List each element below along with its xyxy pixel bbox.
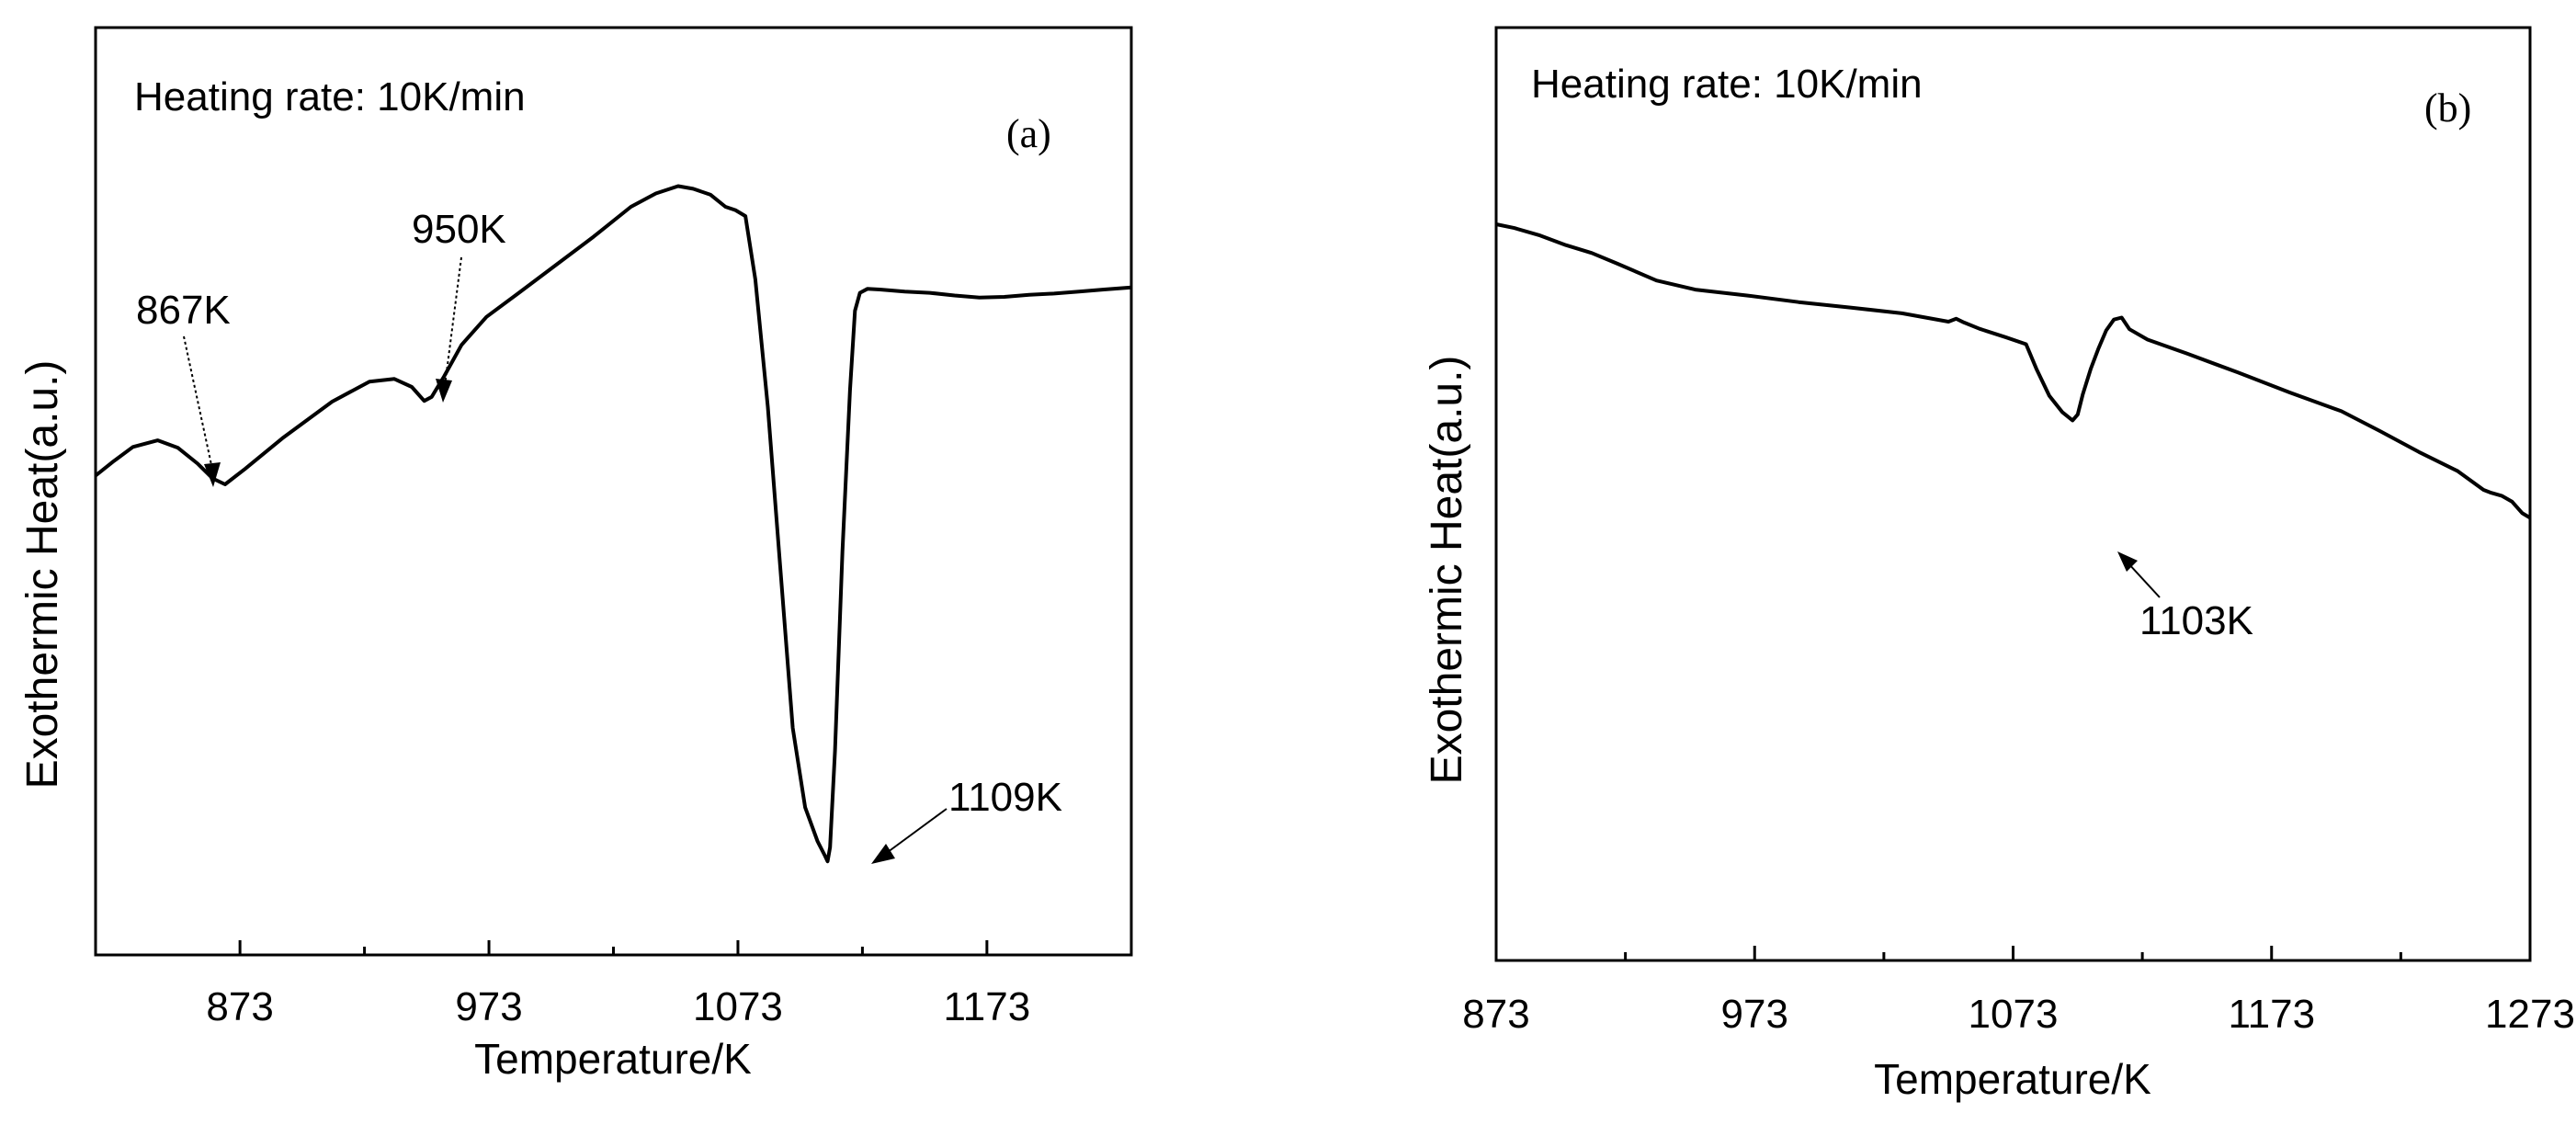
x-tick-label-b-873: 873 xyxy=(1462,992,1529,1037)
x-tick-label-b-973: 973 xyxy=(1721,992,1788,1037)
annotation-1103k-arrowhead xyxy=(2117,551,2138,572)
x-tick-label-b-1073: 1073 xyxy=(1969,992,2059,1037)
annotation-867k-arrow xyxy=(183,335,214,474)
x-tick-label-a-973: 973 xyxy=(455,984,522,1029)
annotation-950k-arrow xyxy=(444,256,462,387)
annotation-1103k-arrow xyxy=(2127,562,2161,598)
y-axis-label-a: Exothermic Heat(a.u.) xyxy=(18,360,67,790)
annotation-950k-arrowhead xyxy=(436,379,452,403)
dsc-curve-a xyxy=(94,184,1132,864)
x-axis-label-a: Temperature/K xyxy=(474,1035,752,1083)
chart-panel-b: 873 973 1073 1173 1273 Heating rate: 10K/min… xyxy=(1423,26,2575,1103)
x-ticks-a xyxy=(238,940,989,955)
dsc-curve-b xyxy=(1495,222,2532,520)
panel-label-b: (b) xyxy=(2424,85,2471,131)
annotation-1109k-arrowhead xyxy=(871,844,895,864)
x-tick-label-a-1173: 1173 xyxy=(944,984,1031,1029)
x-tick-label-a-873: 873 xyxy=(206,984,273,1029)
x-ticks-b xyxy=(1494,946,2532,960)
plot-frame-b xyxy=(1494,26,2532,962)
x-tick-labels-a: 873 973 1073 1173 xyxy=(206,984,1030,1029)
annotation-867k-arrowhead xyxy=(204,462,221,487)
chart-panel-a: 873 973 1073 1173 Heating rate: 10K/min (a)… xyxy=(18,26,1133,1083)
x-tick-labels-b: 873 973 1073 1173 1273 xyxy=(1462,992,2575,1037)
x-tick-label-a-1073: 1073 xyxy=(693,984,783,1029)
annotation-1109k: 1109K xyxy=(948,775,1062,820)
x-tick-label-b-1173: 1173 xyxy=(2228,992,2315,1037)
annotation-1109k-arrow xyxy=(883,808,948,856)
annotation-950k: 950K xyxy=(412,207,506,252)
heating-rate-text-b: Heating rate: 10K/min xyxy=(1531,62,1923,107)
y-axis-label-b: Exothermic Heat(a.u.) xyxy=(1423,356,1471,785)
annotation-867k: 867K xyxy=(136,288,231,333)
panel-label-a: (a) xyxy=(1006,111,1051,156)
x-tick-label-b-1273: 1273 xyxy=(2485,992,2575,1037)
heating-rate-text-a: Heating rate: 10K/min xyxy=(134,74,526,119)
x-axis-label-b: Temperature/K xyxy=(1874,1055,2151,1103)
annotation-1103k: 1103K xyxy=(2139,598,2253,643)
